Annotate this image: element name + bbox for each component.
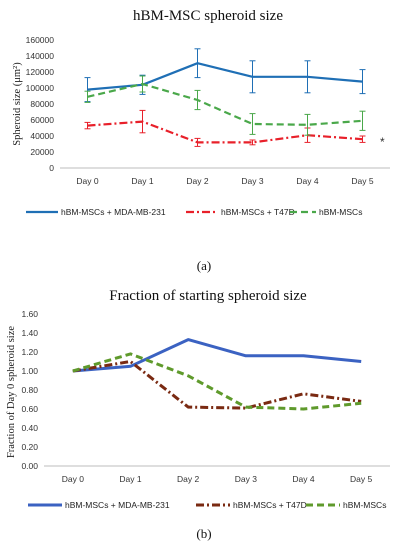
chart-b-series-line [72,338,362,373]
chart-a-ytick-label: 0 [49,163,54,173]
chart-a-ytick-label: 120000 [26,67,55,77]
chart-a-xtick-label: Day 3 [241,176,263,186]
chart-b-ytick-label: 1.60 [21,309,38,319]
chart-b-xtick-label: Day 2 [177,474,199,484]
chart-a-xtick-label: Day 5 [351,176,373,186]
chart-b-xtick-label: Day 1 [119,474,141,484]
chart-a-legend-item: hBM-MSCs + MDA-MB-231 [26,207,166,217]
chart-a-ytick-label: 100000 [26,83,55,93]
chart-b-ytick-label: 1.40 [21,328,38,338]
chart-a-xtick-label: Day 0 [76,176,98,186]
chart-a-ytick-label: 60000 [30,115,54,125]
chart-b-legend-item: hBM-MSCs [306,500,386,510]
chart-b-xtick-label: Day 4 [292,474,314,484]
chart-b-legend-item: hBM-MSCs + MDA-MB-231 [28,500,170,510]
chart-a-legend-label: hBM-MSCs + MDA-MB-231 [61,207,166,217]
chart-a-legend-label: hBM-MSCs [319,207,362,217]
chart-b: Fraction of starting spheroid size 0.000… [6,288,390,541]
chart-b-xtick-label: Day 5 [350,474,372,484]
chart-a-xtick-label: Day 4 [296,176,318,186]
chart-b-y-axis: 0.00 0.20 0.40 0.60 0.80 1.00 1.20 1.40 1.60 [21,309,38,471]
chart-a-legend: hBM-MSCs + MDA-MB-231 hBM-MSCs + T47D hBM-… [26,207,362,217]
chart-b-x-axis: Day 0 Day 1 Day 2 Day 3 Day 4 Day 5 [62,474,373,484]
chart-b-legend-label: hBM-MSCs [343,500,386,510]
chart-a-ytick-label: 80000 [30,99,54,109]
chart-a-ytick-label: 140000 [26,51,55,61]
chart-b-legend-item: hBM-MSCs + T47D [196,500,307,510]
chart-a-series-line [87,82,363,126]
chart-a-xtick-label: Day 1 [131,176,153,186]
chart-b-ytick-label: 0.00 [21,461,38,471]
chart-a-ylabel: Spheroid size (μm²) [12,62,23,146]
chart-a-series-line [87,62,363,91]
chart-a-x-axis: Day 0 Day 1 Day 2 Day 3 Day 4 Day 5 [76,176,373,186]
chart-a-legend-item: hBM-MSCs [290,207,362,217]
chart-a-series [84,48,366,147]
chart-a-ytick-label: 20000 [30,147,54,157]
chart-b-ytick-label: 1.20 [21,347,38,357]
chart-a-legend-label: hBM-MSCs + T47D [221,207,295,217]
chart-b-ytick-label: 0.80 [21,385,38,395]
chart-b-ytick-label: 0.20 [21,442,38,452]
chart-b-series-line [72,352,362,411]
chart-a-ytick-label: 40000 [30,131,54,141]
chart-b-series [72,338,362,411]
chart-b-xtick-label: Day 0 [62,474,84,484]
chart-b-series-0 [72,338,362,373]
chart-a-ytick-label: 160000 [26,35,55,45]
chart-a-series-1 [84,109,366,147]
chart-b-series-2 [72,352,362,411]
chart-a-xtick-label: Day 2 [186,176,208,186]
chart-b-legend-label: hBM-MSCs + T47D [233,500,307,510]
chart-b-ytick-label: 0.60 [21,404,38,414]
chart-b-series-1 [72,360,362,410]
chart-b-title: Fraction of starting spheroid size [109,288,307,304]
chart-b-legend-label: hBM-MSCs + MDA-MB-231 [65,500,170,510]
chart-b-xtick-label: Day 3 [235,474,257,484]
chart-a-title: hBM-MSC spheroid size [133,8,283,24]
chart-a-series-0 [84,48,366,103]
chart-a-y-axis: 0 20000 40000 60000 80000 100000 120000 140000 1… [26,35,55,173]
chart-b-series-line [72,360,362,410]
chart-b-ylabel: Fraction of Day 0 spheroid size [6,326,17,458]
chart-a-series-2 [84,75,366,136]
chart-a: hBM-MSC spheroid size 0 20000 40000 60000 80… [12,8,390,273]
chart-a-legend-item: hBM-MSCs + T47D [186,207,295,217]
chart-b-panel-label: (b) [196,526,211,541]
chart-b-ytick-label: 0.40 [21,423,38,433]
chart-b-ytick-label: 1.00 [21,366,38,376]
chart-a-significance-marker: * [380,135,385,149]
chart-b-legend: hBM-MSCs + MDA-MB-231 hBM-MSCs + T47D hBM-… [28,500,386,510]
chart-a-panel-label: (a) [197,258,211,273]
